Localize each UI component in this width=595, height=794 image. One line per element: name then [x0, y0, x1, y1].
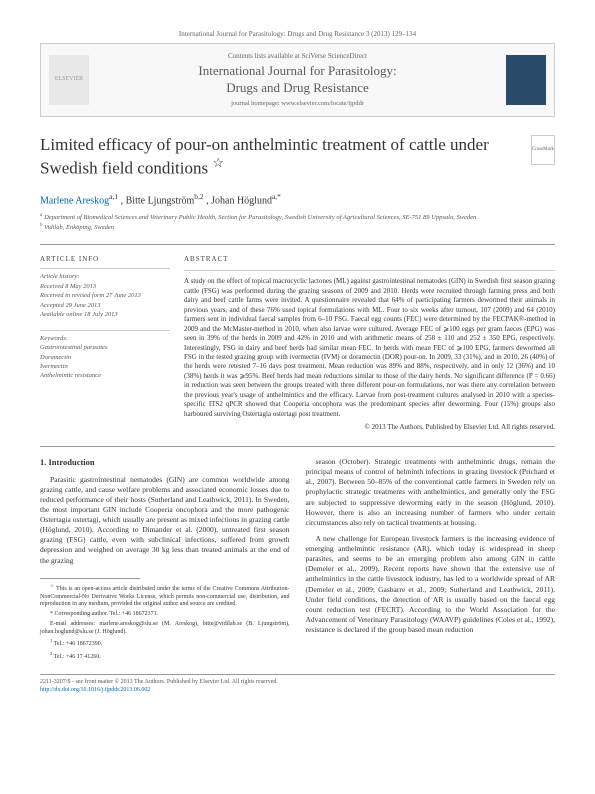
elsevier-logo: ELSEVIER	[49, 55, 89, 105]
contents-line: Contents lists available at SciVerse Sci…	[89, 52, 506, 61]
journal-banner: ELSEVIER Contents lists available at Sci…	[40, 43, 555, 117]
footer-bar: 2211-3207/$ - see front matter © 2013 Th…	[40, 674, 555, 695]
intro-heading: 1. Introduction	[40, 457, 290, 468]
abstract-heading: ABSTRACT	[184, 255, 555, 264]
article-info-heading: ARTICLE INFO	[40, 255, 170, 264]
journal-cover-thumb	[506, 55, 546, 105]
footnotes: ☆ This is an open-access article distrib…	[40, 583, 290, 662]
intro-paragraph-3: A new challenge for European livestock f…	[306, 534, 556, 635]
keywords: Keywords: Gastrointestinal parasites Dor…	[40, 335, 170, 381]
copyright-line: © 2013 The Authors. Published by Elsevie…	[184, 423, 555, 432]
abstract-text: A study on the effect of topical macrocy…	[184, 277, 555, 419]
crossmark-badge[interactable]: CrossMark	[531, 135, 555, 165]
article-history: Article history: Received 8 May 2013 Rec…	[40, 273, 170, 319]
journal-name-1: International Journal for Parasitology:	[89, 63, 506, 80]
affiliations: a Department of Biomedical Sciences and …	[40, 213, 555, 232]
intro-paragraph-2: season (October). Strategic treatments w…	[306, 457, 556, 528]
author-1[interactable]: Marlene Areskog	[40, 195, 109, 206]
authors-list: Marlene Areskoga,1 , Bitte Ljungströmb,2…	[40, 192, 555, 207]
doi-link[interactable]: http://dx.doi.org/10.1016/j.ijpddr.2013.…	[40, 687, 555, 695]
journal-homepage[interactable]: journal homepage: www.elsevier.com/locat…	[89, 100, 506, 108]
intro-paragraph-1: Parasitic gastrointestinal nematodes (GI…	[40, 475, 290, 566]
journal-name-2: Drugs and Drug Resistance	[89, 80, 506, 97]
article-title: Limited efficacy of pour-on anthelmintic…	[40, 135, 531, 178]
journal-reference: International Journal for Parasitology: …	[40, 30, 555, 39]
